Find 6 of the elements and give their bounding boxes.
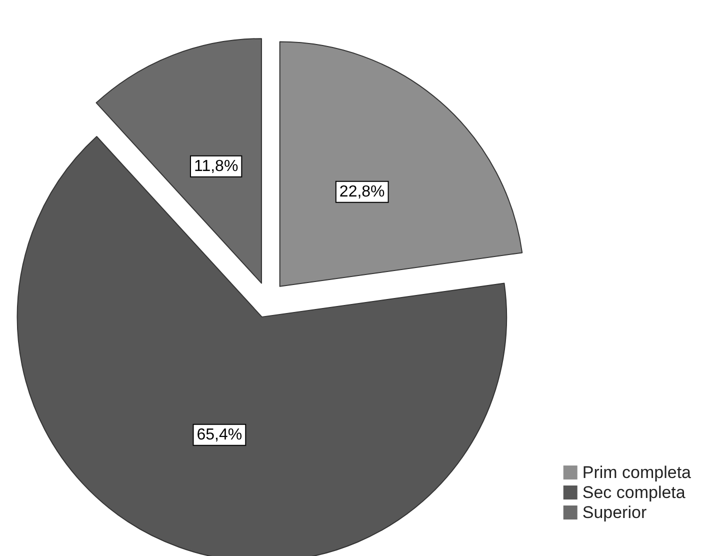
legend-label: Sec completa [582,483,686,502]
data-label: 22,8% [339,183,385,200]
data-label: 11,8% [194,158,238,175]
legend-label: Prim completa [582,463,692,482]
data-label: 65,4% [196,426,242,444]
legend-label: Superior [582,503,647,522]
